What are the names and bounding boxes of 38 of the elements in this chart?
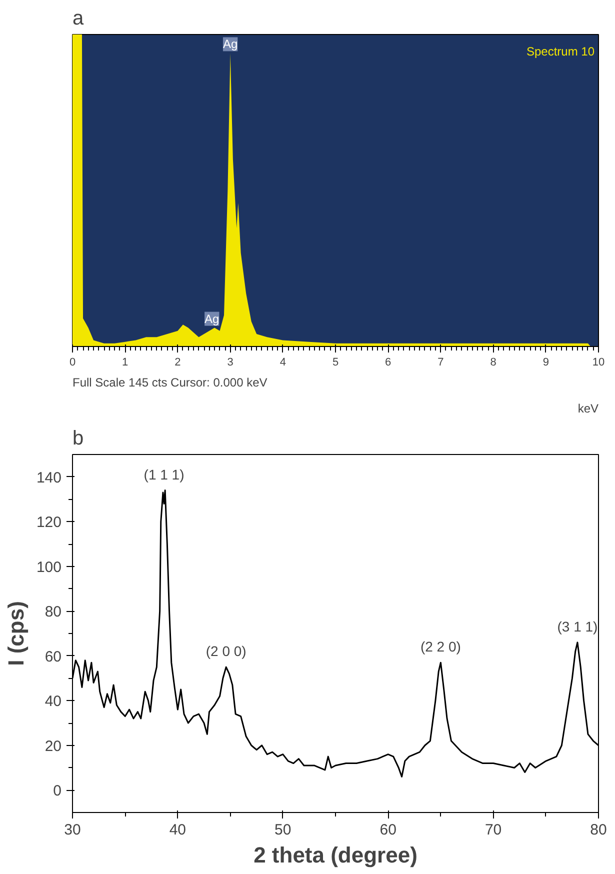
x-tick-label: 70 [484, 822, 502, 838]
y-tick-label: 140 [36, 469, 62, 486]
x-tick-label: 8 [490, 356, 496, 368]
chart-title: a [72, 8, 84, 30]
x-tick-label: 10 [592, 356, 605, 368]
text: Full Scale 145 cts Cursor: 0.000 keV [72, 376, 268, 390]
x-tick-label: 30 [64, 822, 81, 838]
y-tick-label: 60 [44, 648, 62, 666]
x-tick-label: 40 [169, 822, 186, 838]
y-axis-title: I (cps) [3, 601, 28, 666]
x-tick-label: 4 [280, 356, 286, 368]
x-tick-label: 0 [69, 356, 76, 368]
annotation: Ag [222, 37, 238, 52]
x-tick-label: 1 [122, 356, 128, 368]
annotation: (2 2 0) [420, 638, 461, 655]
y-tick-label: 20 [44, 738, 62, 755]
x-tick-label: 60 [380, 822, 396, 838]
x-tick-label: 6 [385, 356, 392, 368]
x-tick-label: 50 [274, 822, 292, 838]
y-tick-label: 0 [53, 782, 62, 800]
x-tick-label: 9 [542, 356, 549, 368]
y-tick-label: 120 [36, 514, 62, 532]
x-tick-label: 7 [438, 356, 444, 368]
annotation: (3 1 1) [557, 618, 598, 634]
x-axis-title: 2 theta (degree) [254, 842, 418, 868]
annotation: (1 1 1) [144, 466, 184, 482]
y-tick-label: 40 [44, 693, 62, 710]
y-tick-label: 80 [44, 604, 62, 621]
x-tick-label: 5 [332, 356, 339, 368]
x-tick-label: 2 [174, 356, 181, 368]
x-axis-title: keV [578, 402, 599, 416]
annotation: (2 0 0) [206, 643, 246, 660]
chart-title: b [72, 428, 84, 450]
x-tick-label: 3 [227, 356, 234, 368]
y-tick-label: 100 [36, 558, 62, 576]
annotation: Ag [204, 312, 220, 326]
x-tick-label: 80 [590, 822, 607, 838]
annotation: Spectrum 10 [526, 44, 595, 58]
